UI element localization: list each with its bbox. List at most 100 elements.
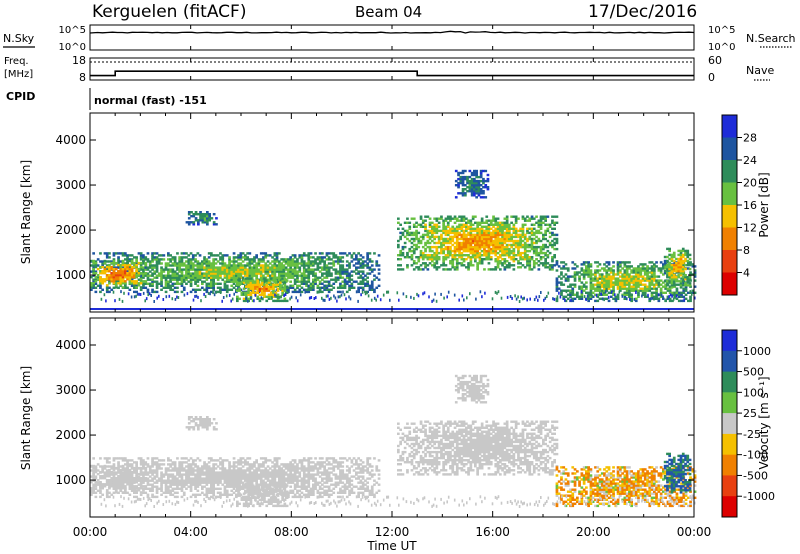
power-cell [242,291,246,294]
velocity-cell [169,493,172,496]
power-cell [485,235,489,239]
power-cell [275,258,279,261]
power-cell [339,276,342,279]
power-ytick-label-3: 1000 [55,268,86,282]
power-cell [457,184,460,187]
power-cell [341,260,345,263]
power-cell [153,276,157,279]
power-cell [653,267,656,270]
power-cell [623,277,627,280]
power-cell [103,267,107,271]
power-cell [336,286,340,289]
power-cell [157,274,161,277]
power-cell [496,231,500,235]
power-cell [519,258,522,261]
power-cell [263,293,266,296]
power-cell [176,278,179,281]
power-cell [302,268,306,271]
power-cell [470,181,474,185]
power-cell [471,227,475,230]
power-cell [235,266,238,269]
power-cell [603,298,605,302]
power-cell [124,270,127,273]
power-cell [605,265,609,268]
power-cell [520,295,522,299]
power-cell [637,281,640,284]
power-cell [442,241,445,245]
power-cell [604,290,607,294]
power-cell [650,287,654,290]
power-cell [289,272,292,275]
power-cell [468,175,472,179]
velocity-cell [105,465,109,468]
power-cell [537,268,541,271]
power-cell [370,298,373,302]
power-cell [632,279,636,282]
power-cell [492,251,495,255]
velocity-cell [178,463,181,466]
power-cell [435,299,438,303]
power-cell [309,288,313,291]
power-cell [348,284,351,287]
power-cell [648,279,652,282]
power-cell [260,281,264,284]
power-cell [142,258,145,261]
power-cell [492,245,495,249]
velocity-cell [126,463,129,466]
power-cell [573,283,577,286]
power-cell [600,291,604,294]
power-cell [236,289,239,292]
power-cell [503,241,507,245]
power-cell [475,192,478,195]
power-cell [327,294,329,298]
power-cell [437,239,441,243]
power-cell [435,219,439,222]
power-cell [287,270,290,273]
power-cell [216,274,220,277]
power-cell [325,254,329,257]
velocity-cell [185,465,188,468]
power-cell [653,277,656,280]
velocity-cell [189,479,193,482]
power-cell [191,278,195,281]
power-cell [260,289,264,292]
power-cell [482,190,485,193]
power-cell [239,252,243,255]
velocity-cell [189,477,193,480]
power-cell [112,266,116,269]
power-cell [108,270,111,273]
power-cell [639,287,643,290]
power-cell [232,282,236,285]
power-cell [609,281,613,284]
velocity-cell [212,469,215,472]
power-cell [484,184,488,187]
power-cell [219,276,222,279]
power-cell [455,225,459,228]
power-cell [634,271,638,274]
power-cell [198,254,202,257]
power-cell [415,243,418,247]
power-cell [148,274,152,277]
velocity-cell [151,483,154,486]
power-cell [207,284,211,287]
power-cell [546,229,550,233]
power-cell [350,270,354,273]
power-cell [258,299,262,303]
power-cell [521,227,525,230]
power-cell [670,263,674,267]
power-cell [426,229,430,233]
power-cell [187,268,191,271]
velocity-cell [189,495,193,499]
velocity-cell [180,483,184,486]
power-cell [417,294,420,298]
power-cell [108,267,111,271]
power-cell [586,294,589,298]
power-cell [377,278,381,281]
power-cell [176,264,179,267]
power-cell [370,288,374,291]
power-cell [313,297,316,300]
power-cell [426,235,430,239]
power-cell [659,261,663,264]
power-cell [195,294,198,298]
power-cell [357,290,360,294]
